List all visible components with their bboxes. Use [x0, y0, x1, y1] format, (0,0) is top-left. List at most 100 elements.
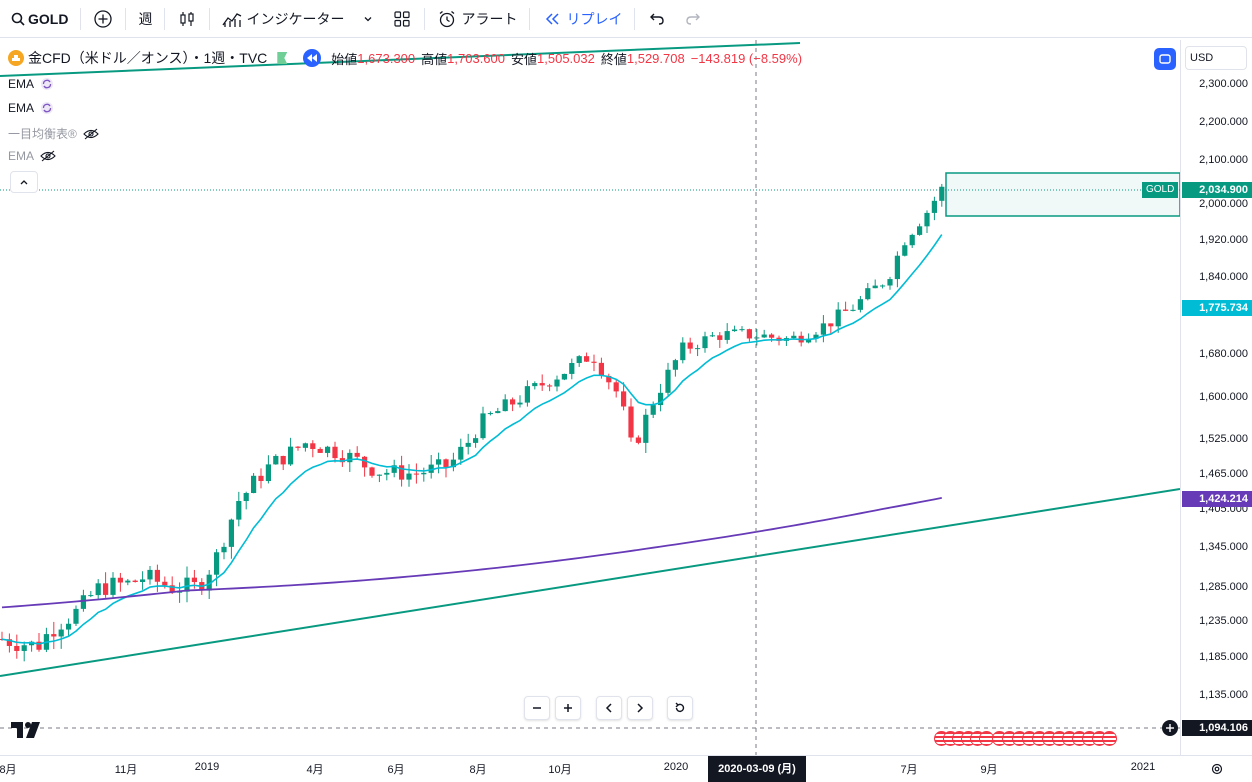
candle-body [280, 455, 286, 465]
indicator-name: EMA [8, 77, 35, 91]
candle-body [14, 645, 20, 651]
crosshair-price-tag: 1,094.106 [1182, 720, 1252, 736]
indicator-ema-3[interactable]: EMA [8, 149, 56, 163]
price-axis-label: 1,285.000 [1199, 581, 1248, 593]
eye-off-icon[interactable] [83, 128, 99, 140]
candle-body [502, 399, 508, 412]
chevron-down-icon [358, 9, 378, 29]
add-plus-button[interactable] [1162, 720, 1178, 736]
candle-body [310, 443, 316, 449]
refresh-icon[interactable] [40, 101, 54, 115]
chevron-up-icon [19, 178, 29, 186]
open-label: 始値 [331, 51, 358, 67]
candle-body [214, 552, 220, 575]
candle-body [103, 583, 109, 595]
candle-body [687, 342, 693, 349]
refresh-icon[interactable] [40, 77, 54, 91]
chart-type-button[interactable] [169, 0, 205, 38]
replay-button[interactable]: リプレイ [534, 0, 630, 38]
candle-body [95, 583, 101, 596]
candle-body [658, 392, 664, 406]
candle-body [73, 608, 79, 624]
settings-button[interactable] [1208, 760, 1226, 778]
collapse-legend-button[interactable] [10, 171, 38, 193]
candle-body [850, 309, 856, 311]
time-axis-label: 2019 [194, 761, 220, 773]
tradingview-logo[interactable] [10, 720, 44, 740]
candle-body [835, 309, 841, 327]
candle-body [613, 382, 619, 392]
price-chart[interactable] [0, 40, 1180, 755]
toolbar-divider [424, 7, 426, 30]
time-axis-label: 4月 [306, 764, 324, 776]
candle-body [769, 334, 775, 338]
candle-body [865, 288, 871, 300]
grid-icon [392, 9, 412, 29]
candle-body [828, 323, 834, 327]
indicator-ema-2[interactable]: EMA [8, 101, 54, 115]
candle-body [510, 399, 516, 405]
ema-slow-value: 1,424.214 [1199, 493, 1248, 505]
flag-icon [277, 52, 288, 64]
candle-body [29, 641, 35, 646]
candle-body [739, 329, 745, 331]
indicators-button[interactable]: インジケーター [214, 0, 352, 38]
candle-body [295, 446, 301, 448]
candle-body [236, 501, 242, 520]
event-flag-icon[interactable] [1102, 731, 1117, 746]
price-axis[interactable]: USD 2,300.000 2,200.000 2,100.000 2,000.000… [1180, 40, 1252, 755]
zoom-out-button[interactable] [524, 696, 550, 720]
indicator-ichimoku[interactable]: 一目均衡表® [8, 125, 99, 142]
candle-body [761, 334, 767, 338]
candle-body [791, 335, 797, 339]
candle-body [273, 455, 279, 465]
redo-button[interactable] [675, 0, 711, 38]
high-value: 1,703.600 [447, 50, 505, 66]
reset-icon [674, 702, 686, 714]
toolbar-divider [529, 7, 531, 30]
reset-chart-button[interactable] [667, 696, 693, 720]
price-axis-label: 2,100.000 [1199, 154, 1248, 166]
low-value: 1,505.032 [537, 50, 595, 66]
eye-off-icon[interactable] [40, 150, 56, 162]
symbol-search-button[interactable]: GOLD [0, 0, 76, 38]
time-axis[interactable]: 8月 11月 2019 4月 6月 8月 10月 2020 7月 9月 2021 2020-03-0… [0, 755, 1252, 782]
compare-button[interactable] [85, 0, 121, 38]
indicators-dropdown[interactable] [352, 0, 384, 38]
replay-badge[interactable] [303, 49, 322, 67]
top-toolbar: GOLD 週 インジケーター アラート [0, 0, 1252, 38]
interval-button[interactable]: 週 [138, 10, 153, 27]
zoom-in-button[interactable] [555, 696, 581, 720]
price-axis-label: 1,235.000 [1199, 615, 1248, 627]
alert-button[interactable]: アラート [429, 0, 525, 38]
undo-button[interactable] [639, 0, 675, 38]
plus-icon [563, 703, 573, 713]
indicator-ema-1[interactable]: EMA [8, 77, 54, 91]
currency-selector[interactable]: USD [1185, 46, 1247, 70]
candle-body [228, 519, 234, 547]
candle-body [591, 361, 597, 363]
candle-body [162, 581, 168, 586]
time-axis-label: 8月 [469, 764, 487, 776]
layouts-button[interactable] [384, 0, 420, 38]
candle-body [894, 255, 900, 280]
candle-body [147, 569, 153, 580]
alarm-clock-icon [437, 9, 457, 29]
candle-body [243, 493, 249, 502]
auto-scale-button[interactable] [1154, 48, 1176, 70]
candle-body [495, 411, 501, 414]
scroll-left-button[interactable] [596, 696, 622, 720]
close-value: 1,529.708 [626, 50, 685, 66]
price-axis-label: 1,345.000 [1199, 541, 1248, 553]
candle-body [717, 335, 723, 340]
chart-pane[interactable] [0, 40, 1180, 755]
symbol-full-name[interactable]: 金CFD（米ドル／オンス）・1週・TVC [28, 50, 268, 66]
scroll-right-button[interactable] [627, 696, 653, 720]
candle-body [524, 386, 530, 403]
symbol-label: GOLD [28, 10, 69, 27]
price-axis-label: 1,840.000 [1199, 271, 1248, 283]
candle-body [880, 285, 886, 287]
candle-body [939, 186, 945, 201]
chevron-right-icon [636, 703, 644, 713]
crosshair-date: 2020-03-09 (月) [718, 763, 796, 775]
